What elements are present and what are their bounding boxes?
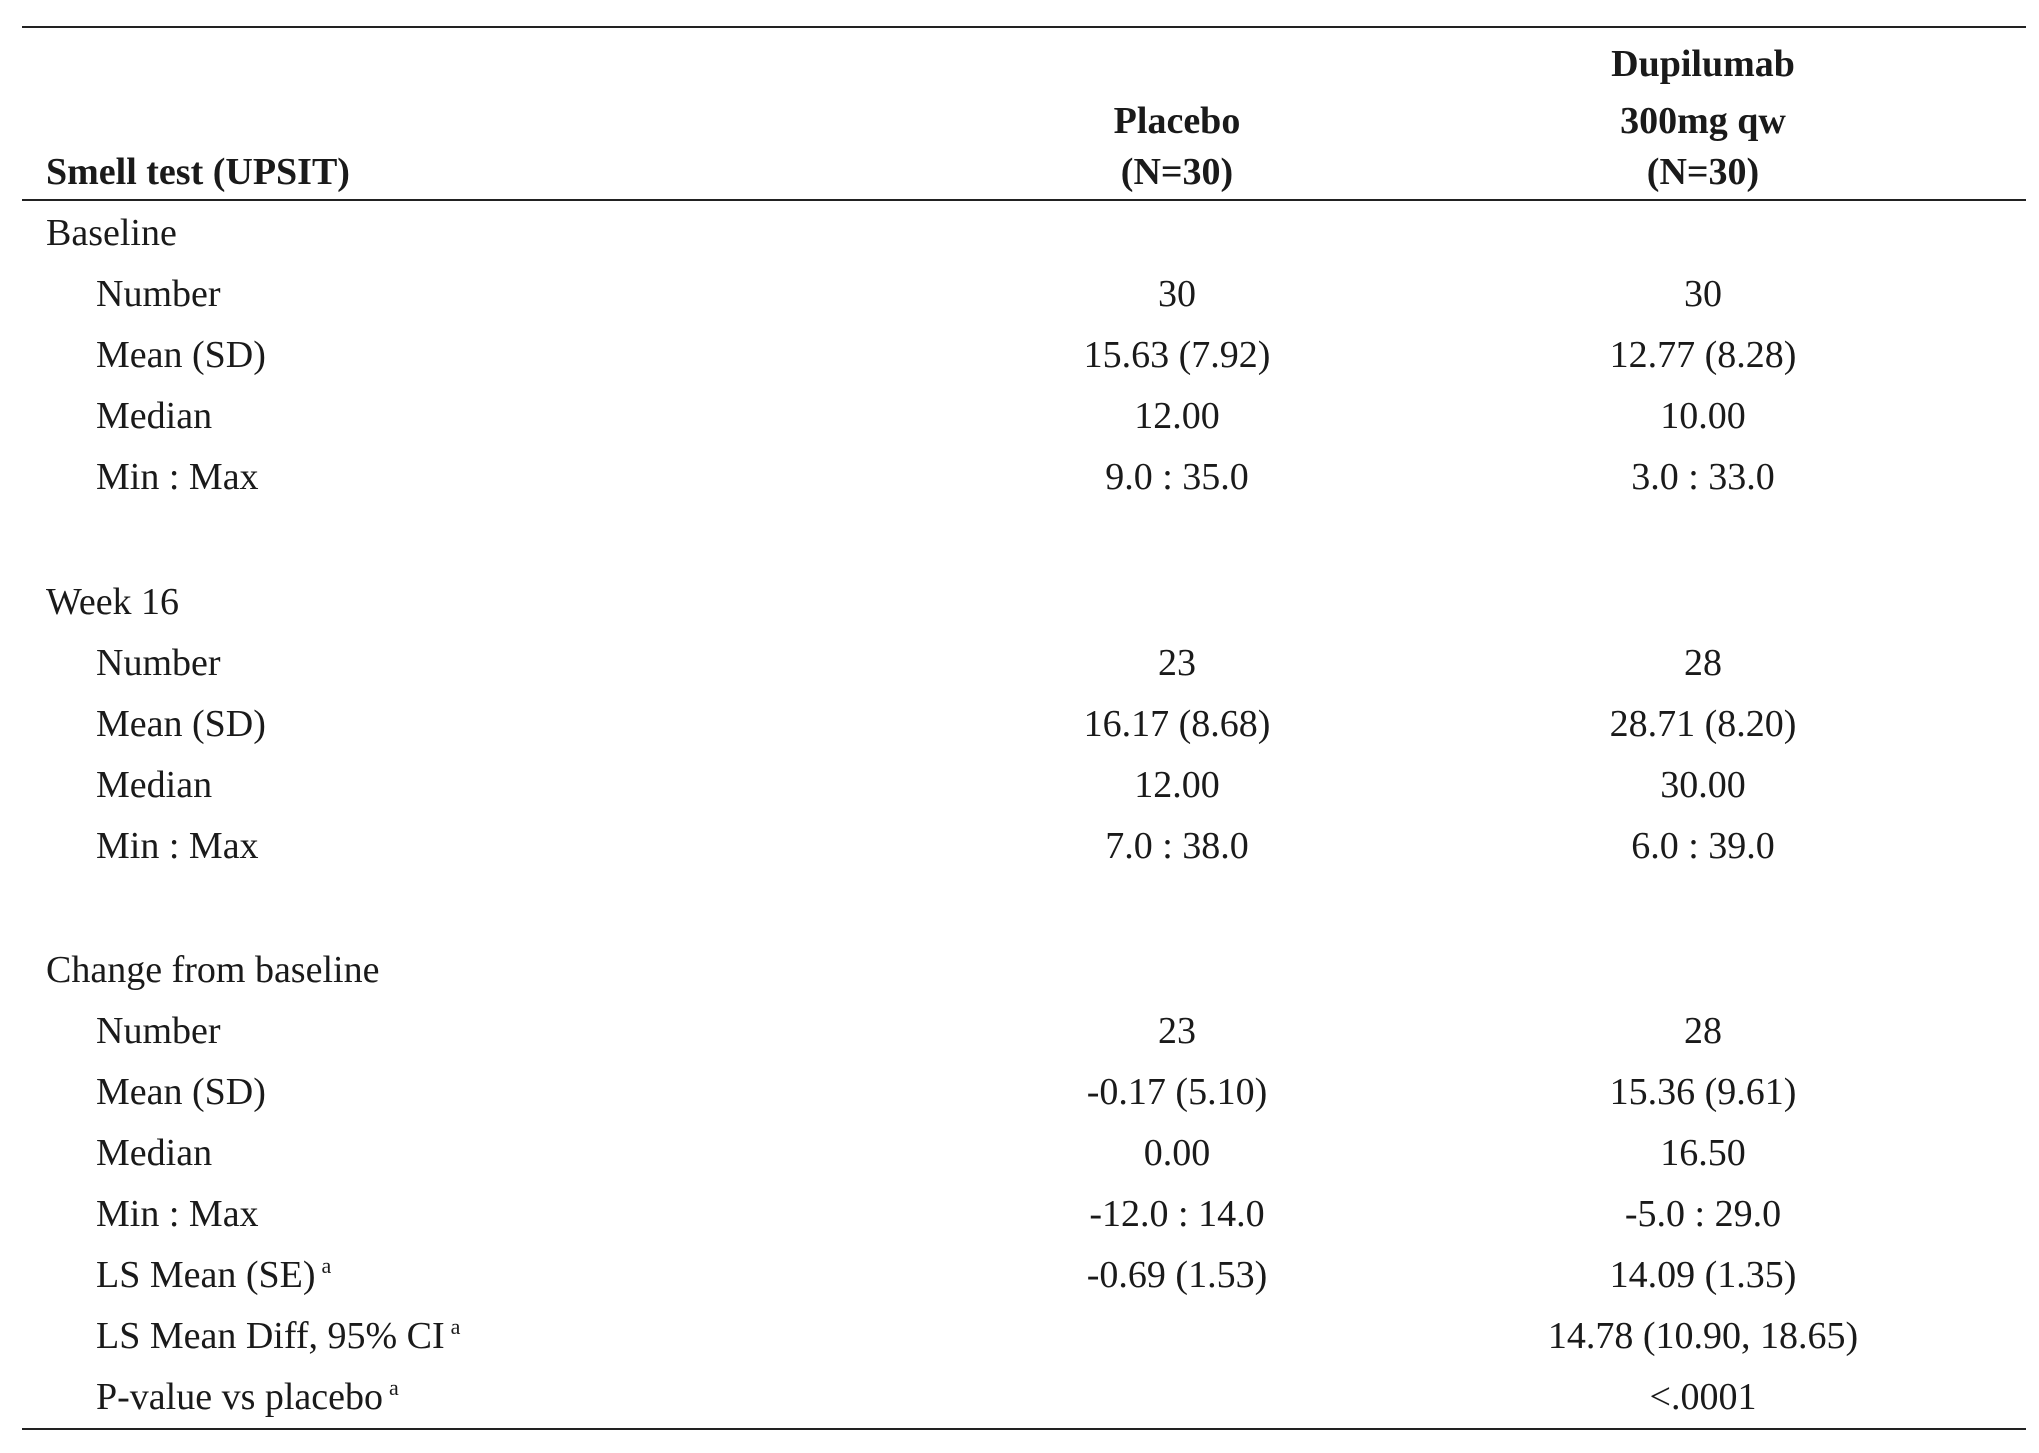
placebo-value: 30 bbox=[1158, 273, 1196, 315]
dupilumab-value: 14.09 (1.35) bbox=[1609, 1254, 1797, 1296]
placebo-value: -0.17 (5.10) bbox=[1086, 1071, 1268, 1113]
row-label: Number bbox=[96, 1012, 221, 1050]
row-label: Min : Max bbox=[96, 458, 259, 496]
dupilumab-value: -5.0 : 29.0 bbox=[1624, 1193, 1782, 1235]
row-label: Median bbox=[96, 766, 212, 804]
placebo-value: 23 bbox=[1158, 642, 1196, 684]
dupilumab-value: 10.00 bbox=[1660, 395, 1746, 437]
row-label-text: Mean (SD) bbox=[96, 334, 266, 376]
placebo-header-line-2: (N=30) bbox=[1120, 151, 1234, 193]
dupilumab-value: 28.71 (8.20) bbox=[1609, 703, 1797, 745]
row-label: LS Mean (SE) a bbox=[96, 1253, 332, 1296]
dupilumab-value: 28 bbox=[1684, 642, 1722, 684]
table-bottom-rule bbox=[22, 1428, 2026, 1430]
header-bottom-rule bbox=[22, 199, 2026, 201]
dupilumab-value: 28 bbox=[1684, 1010, 1722, 1052]
row-label: Median bbox=[96, 397, 212, 435]
row-label-text: Min : Max bbox=[96, 1193, 259, 1235]
placebo-value: 9.0 : 35.0 bbox=[1105, 456, 1249, 498]
placebo-value: 12.00 bbox=[1134, 395, 1220, 437]
dupilumab-value: 16.50 bbox=[1660, 1132, 1746, 1174]
placebo-value: -12.0 : 14.0 bbox=[1089, 1193, 1265, 1235]
section-title: Baseline bbox=[46, 212, 177, 254]
row-label-text: Mean (SD) bbox=[96, 1071, 266, 1113]
row-label: Mean (SD) bbox=[96, 1073, 266, 1111]
row-label-header: Smell test (UPSIT) bbox=[46, 151, 350, 193]
dupilumab-header-line-1: Dupilumab bbox=[1611, 43, 1795, 85]
footnote-marker: a bbox=[450, 1314, 461, 1339]
row-label-text: Mean (SD) bbox=[96, 703, 266, 745]
dupilumab-header-line-2: 300mg qw bbox=[1620, 100, 1786, 142]
section-title: Week 16 bbox=[46, 581, 180, 623]
row-label-text: LS Mean Diff, 95% CI bbox=[96, 1315, 445, 1357]
row-label: LS Mean Diff, 95% CI a bbox=[96, 1314, 461, 1357]
dupilumab-value: <.0001 bbox=[1649, 1376, 1757, 1418]
row-label-text: Number bbox=[96, 1010, 221, 1052]
placebo-value: 15.63 (7.92) bbox=[1083, 334, 1271, 376]
row-label-text: LS Mean (SE) bbox=[96, 1254, 316, 1296]
placebo-value: 0.00 bbox=[1143, 1132, 1211, 1174]
row-label-text: Number bbox=[96, 273, 221, 315]
row-label-text: Median bbox=[96, 395, 213, 437]
placebo-value: -0.69 (1.53) bbox=[1086, 1254, 1268, 1296]
row-label-text: Median bbox=[96, 1132, 213, 1174]
dupilumab-value: 6.0 : 39.0 bbox=[1631, 825, 1775, 867]
dupilumab-value: 12.77 (8.28) bbox=[1609, 334, 1797, 376]
footnote-marker: a bbox=[321, 1253, 332, 1278]
row-label: Number bbox=[96, 644, 221, 682]
dupilumab-header-line-3: (N=30) bbox=[1646, 151, 1760, 193]
dupilumab-value: 15.36 (9.61) bbox=[1609, 1071, 1797, 1113]
dupilumab-value: 14.78 (10.90, 18.65) bbox=[1547, 1315, 1859, 1357]
row-label-text: Min : Max bbox=[96, 456, 259, 498]
footnote-marker: a bbox=[389, 1375, 399, 1400]
section-title: Change from baseline bbox=[46, 949, 380, 991]
placebo-value: 12.00 bbox=[1134, 764, 1220, 806]
dupilumab-value: 3.0 : 33.0 bbox=[1631, 456, 1775, 498]
dupilumab-value: 30.00 bbox=[1660, 764, 1746, 806]
placebo-value: 16.17 (8.68) bbox=[1083, 703, 1271, 745]
row-label-text: Median bbox=[96, 764, 213, 806]
placebo-value: 7.0 : 38.0 bbox=[1105, 825, 1249, 867]
placebo-value: 23 bbox=[1158, 1010, 1196, 1052]
row-label-text: P-value vs placebo bbox=[96, 1376, 384, 1418]
row-label: P-value vs placebo a bbox=[96, 1375, 399, 1418]
row-label: Mean (SD) bbox=[96, 705, 266, 743]
row-label: Min : Max bbox=[96, 827, 259, 865]
row-label-text: Min : Max bbox=[96, 825, 259, 867]
row-label: Median bbox=[96, 1134, 212, 1172]
placebo-header-line-1: Placebo bbox=[1113, 100, 1241, 142]
row-label: Number bbox=[96, 275, 221, 313]
dupilumab-value: 30 bbox=[1684, 273, 1722, 315]
row-label: Min : Max bbox=[96, 1195, 259, 1233]
row-label-text: Number bbox=[96, 642, 221, 684]
row-label: Mean (SD) bbox=[96, 336, 266, 374]
table-top-rule bbox=[22, 26, 2026, 28]
